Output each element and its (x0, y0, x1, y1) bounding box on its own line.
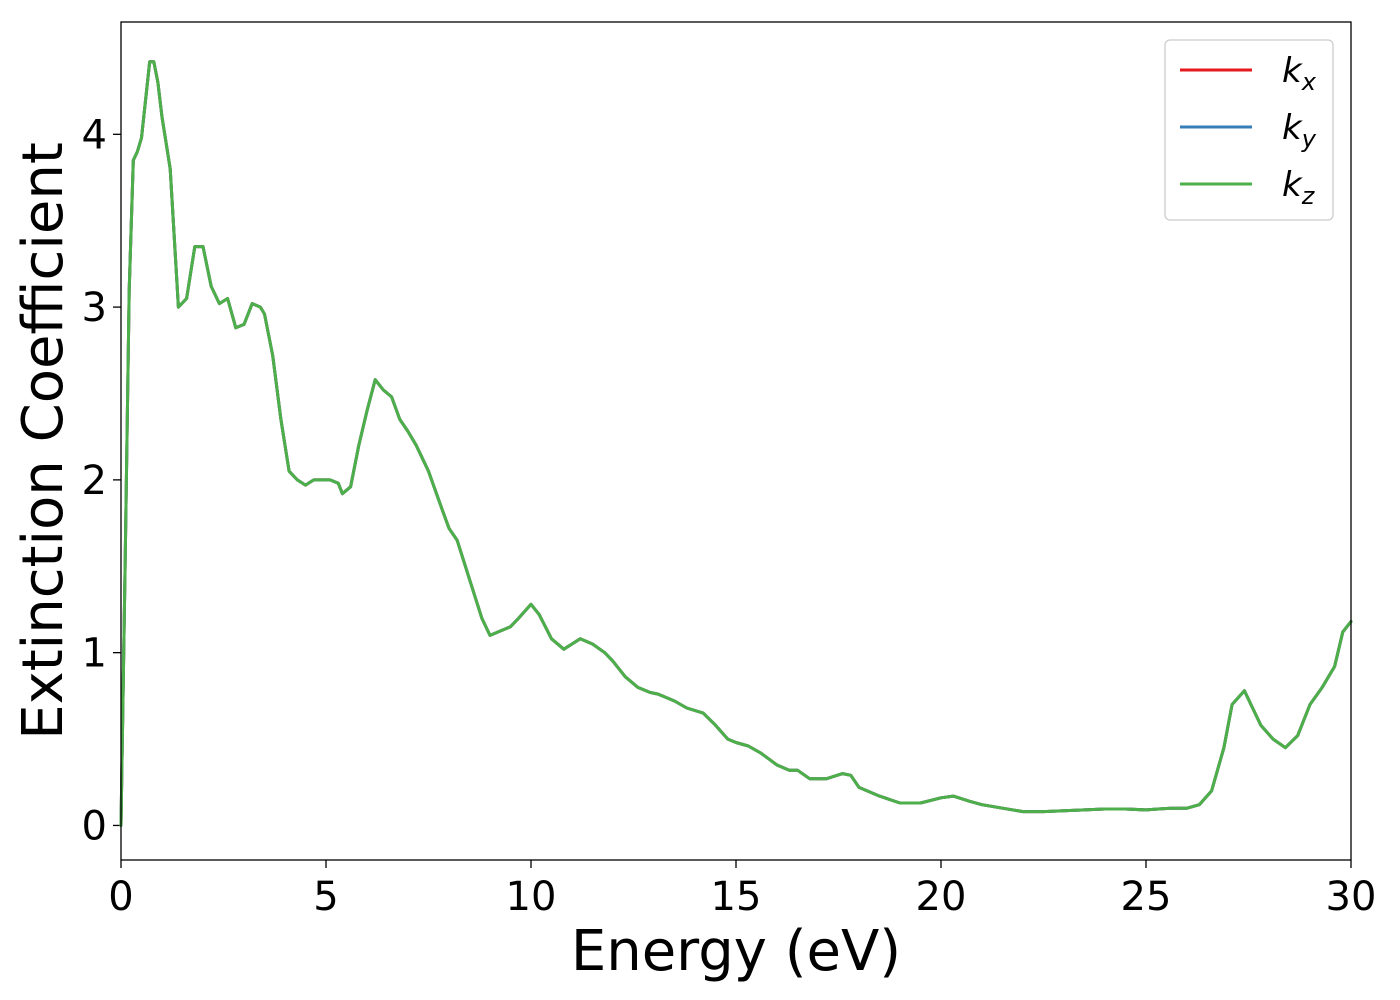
x-axis-ticks: 0 5 10 15 20 25 30 (108, 860, 1376, 920)
legend-label-kz: kz (1282, 165, 1316, 210)
plot-area-frame (120, 21, 1352, 861)
x-tick-label: 30 (1326, 874, 1377, 920)
legend-label-base: k (1282, 108, 1303, 148)
x-tick-label: 0 (108, 874, 133, 920)
y-tick-label: 0 (82, 803, 107, 849)
legend-label-subscript: x (1301, 68, 1317, 96)
legend-frame (1164, 39, 1334, 221)
y-tick-label: 1 (82, 631, 107, 677)
y-tick-label: 3 (82, 285, 107, 331)
series-line-kz (119, 60, 1353, 827)
y-tick-label: 2 (82, 458, 107, 504)
x-tick-label: 25 (1121, 874, 1172, 920)
legend-label-kx: kx (1282, 51, 1317, 96)
y-axis-label: Extinction Coefficient (11, 142, 76, 740)
legend-label-base: k (1282, 165, 1303, 205)
legend-label-subscript: y (1301, 125, 1317, 153)
y-axis-ticks: 0 1 2 3 4 (82, 112, 121, 849)
x-tick-label: 20 (916, 874, 967, 920)
x-tick-label: 10 (506, 874, 557, 920)
x-tick-label: 15 (711, 874, 762, 920)
y-tick-label: 4 (82, 112, 107, 158)
legend-label-subscript: z (1301, 182, 1316, 210)
legend-label-ky: ky (1282, 108, 1317, 153)
x-tick-label: 5 (313, 874, 338, 920)
legend-label-base: k (1282, 51, 1303, 91)
x-axis-label: Energy (eV) (571, 919, 901, 984)
series-lines (119, 60, 1353, 827)
